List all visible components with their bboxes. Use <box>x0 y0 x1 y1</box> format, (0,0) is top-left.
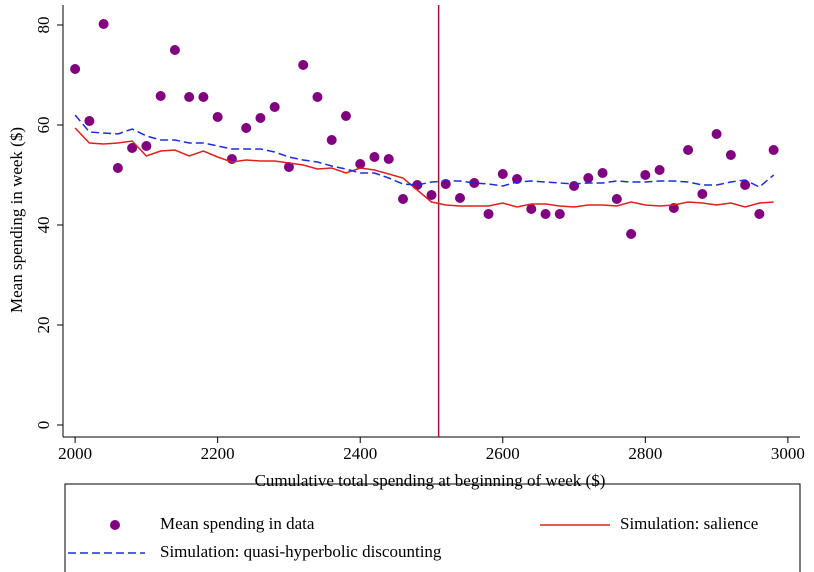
x-tick-label: 2400 <box>343 444 377 463</box>
x-tick-label: 2600 <box>486 444 520 463</box>
data-point <box>155 91 166 101</box>
data-point <box>554 209 565 219</box>
legend-box <box>64 483 801 572</box>
data-point <box>326 135 337 145</box>
data-point <box>241 123 252 133</box>
data-point <box>397 194 408 204</box>
data-point <box>340 111 351 121</box>
data-point <box>383 154 394 164</box>
x-axis-label: Cumulative total spending at beginning o… <box>255 471 606 490</box>
series-line <box>74 114 775 188</box>
data-point <box>754 209 765 219</box>
y-tick-label: 60 <box>34 117 53 134</box>
data-point <box>697 189 708 199</box>
data-point <box>469 178 480 188</box>
data-point <box>298 60 309 70</box>
x-tick-label: 2200 <box>201 444 235 463</box>
data-point <box>654 165 665 175</box>
data-point <box>483 209 494 219</box>
data-point <box>369 152 380 162</box>
y-tick-label: 80 <box>34 17 53 34</box>
data-point <box>740 180 751 190</box>
data-point <box>84 116 95 126</box>
data-point <box>184 92 195 102</box>
data-point <box>283 162 294 172</box>
data-point <box>255 113 266 123</box>
data-point <box>583 173 594 183</box>
data-point <box>455 193 466 203</box>
data-point <box>127 143 138 153</box>
data-point <box>540 209 551 219</box>
legend-label: Simulation: quasi-hyperbolic discounting <box>160 542 442 561</box>
data-point <box>497 169 508 179</box>
x-tick-label: 3000 <box>771 444 805 463</box>
data-point <box>683 145 694 155</box>
data-point <box>70 64 81 74</box>
data-point <box>768 145 779 155</box>
data-point <box>426 190 437 200</box>
legend-label: Mean spending in data <box>160 514 315 533</box>
x-tick-label: 2800 <box>628 444 662 463</box>
data-point <box>212 112 223 122</box>
data-point <box>611 194 622 204</box>
y-tick-label: 40 <box>34 217 53 234</box>
data-point <box>355 159 366 169</box>
legend-label: Simulation: salience <box>620 514 758 533</box>
data-point <box>640 170 651 180</box>
series-line <box>74 127 774 208</box>
y-tick-label: 20 <box>34 317 53 334</box>
data-point <box>597 168 608 178</box>
legend-marker <box>110 520 120 530</box>
data-point <box>526 204 537 214</box>
data-point <box>725 150 736 160</box>
data-point <box>711 129 722 139</box>
data-point <box>198 92 209 102</box>
x-tick-label: 2000 <box>58 444 92 463</box>
data-point <box>141 141 152 151</box>
data-point <box>169 45 180 55</box>
data-point <box>98 19 109 29</box>
data-point <box>626 229 637 239</box>
data-point <box>269 102 280 112</box>
data-point <box>312 92 323 102</box>
y-tick-label: 0 <box>34 421 53 430</box>
data-point <box>569 181 580 191</box>
y-axis-label: Mean spending in week ($) <box>7 127 26 313</box>
data-point <box>112 163 123 173</box>
